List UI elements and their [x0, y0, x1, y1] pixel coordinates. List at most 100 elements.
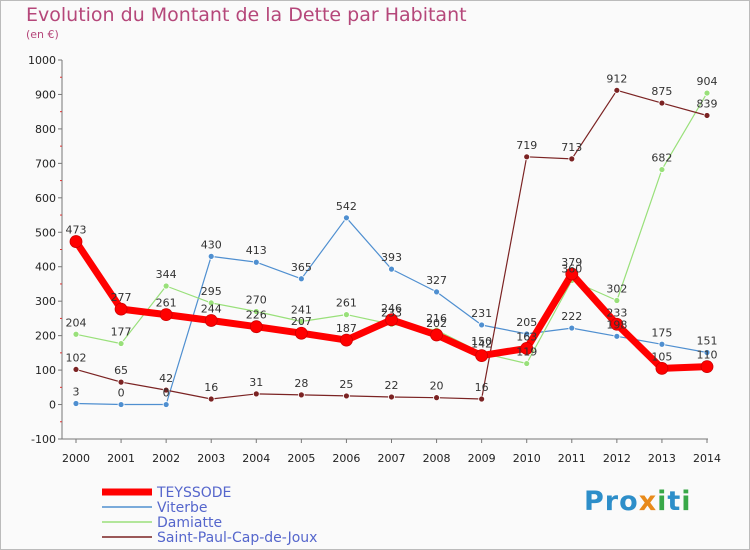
data-label: 430: [201, 238, 222, 251]
y-tick-label: 900: [35, 88, 56, 101]
data-point: [388, 393, 395, 401]
data-label: 16: [204, 381, 218, 394]
data-point: [207, 252, 215, 260]
data-label: 151: [697, 335, 718, 348]
x-tick-label: 2005: [287, 452, 315, 465]
data-label: 261: [336, 297, 357, 310]
data-label: 912: [606, 72, 627, 85]
data-label: 177: [111, 326, 132, 339]
data-point: [478, 321, 486, 329]
y-tick-label: 700: [35, 157, 56, 170]
data-point: [388, 265, 395, 273]
x-tick-label: 2000: [62, 452, 90, 465]
data-point: [162, 401, 170, 408]
data-label: 327: [426, 274, 447, 287]
data-label: 226: [246, 309, 267, 322]
data-label: 542: [336, 200, 357, 213]
y-tick-label: 100: [35, 364, 56, 377]
data-point: [700, 360, 714, 374]
data-point: [297, 318, 305, 325]
x-tick-label: 2012: [603, 452, 631, 465]
x-tick-label: 2001: [107, 452, 135, 465]
data-point: [162, 282, 170, 290]
data-label: 270: [246, 294, 267, 307]
data-labels: 3 0 0 430 413 365 542 393 327 231 205 222 198 175 151 2…: [66, 72, 718, 399]
data-label: 365: [291, 261, 312, 274]
axes: -100010020030040050060070080090010002000…: [28, 54, 721, 465]
data-point: [297, 275, 305, 283]
chart-title: Evolution du Montant de la Dette par Hab…: [26, 4, 467, 26]
data-label: 233: [606, 306, 627, 319]
data-point: [565, 267, 579, 281]
data-label: 119: [516, 346, 537, 359]
data-point: [658, 166, 666, 173]
data-label: 222: [561, 310, 582, 323]
data-point: [433, 394, 440, 402]
data-label: 0: [118, 387, 125, 400]
data-label: 204: [66, 316, 87, 329]
legend-label: Damiatte: [157, 515, 222, 531]
data-point: [72, 330, 80, 338]
data-point: [252, 258, 260, 266]
data-point: [207, 395, 215, 403]
x-tick-label: 2002: [152, 452, 180, 465]
data-point: [159, 308, 173, 322]
legend-item: Damiatte: [102, 515, 222, 531]
x-tick-label: 2014: [693, 452, 721, 465]
data-label: 719: [516, 139, 537, 152]
data-point: [207, 299, 215, 307]
y-tick-label: 400: [35, 261, 56, 274]
legend-label: Viterbe: [157, 500, 208, 516]
data-point: [658, 340, 666, 348]
data-point: [703, 112, 711, 119]
data-label: 207: [291, 315, 312, 328]
series-viterbe: [72, 214, 711, 408]
y-tick-label: 600: [35, 192, 56, 205]
data-point: [252, 308, 260, 315]
data-label: 473: [66, 224, 87, 237]
series-layer: [69, 86, 714, 408]
legend-label: TEYSSODE: [156, 485, 231, 501]
data-point: [520, 341, 534, 355]
data-point: [658, 99, 666, 107]
data-point: [69, 235, 83, 248]
data-point: [430, 328, 443, 342]
data-label: 261: [156, 297, 177, 310]
data-point: [610, 317, 624, 331]
data-point: [252, 390, 260, 398]
data-point: [249, 320, 263, 334]
data-label: 20: [430, 380, 444, 393]
y-tick-label: 500: [35, 226, 56, 239]
data-label: 302: [606, 282, 627, 295]
data-point: [703, 349, 711, 356]
legend-label: Saint-Paul-Cap-de-Joux: [157, 530, 317, 546]
data-label: 3: [73, 386, 80, 399]
data-label: 295: [201, 285, 222, 298]
data-label: 682: [651, 152, 672, 165]
y-tick-label: -100: [31, 433, 56, 446]
data-label: 150: [471, 335, 492, 348]
data-label: 244: [201, 302, 222, 315]
legend-item: TEYSSODE: [102, 485, 231, 501]
y-tick-label: 1000: [28, 54, 56, 67]
data-point: [523, 360, 531, 367]
data-label: 360: [561, 263, 582, 276]
data-point: [340, 333, 353, 347]
data-point: [343, 214, 350, 222]
x-tick-label: 2008: [423, 452, 451, 465]
data-point: [523, 153, 531, 161]
x-tick-label: 2013: [648, 452, 676, 465]
data-point: [114, 302, 128, 316]
data-point: [117, 378, 125, 386]
data-point: [613, 86, 621, 94]
data-point: [568, 155, 576, 163]
series-line: [75, 89, 708, 400]
data-point: [294, 326, 308, 340]
data-label: 102: [66, 351, 87, 364]
series-saint-paul-cap-de-joux: [72, 86, 711, 403]
data-label: 187: [336, 322, 357, 335]
data-label: 904: [697, 75, 718, 88]
data-label: 142: [471, 338, 492, 351]
data-label: 839: [697, 97, 718, 110]
